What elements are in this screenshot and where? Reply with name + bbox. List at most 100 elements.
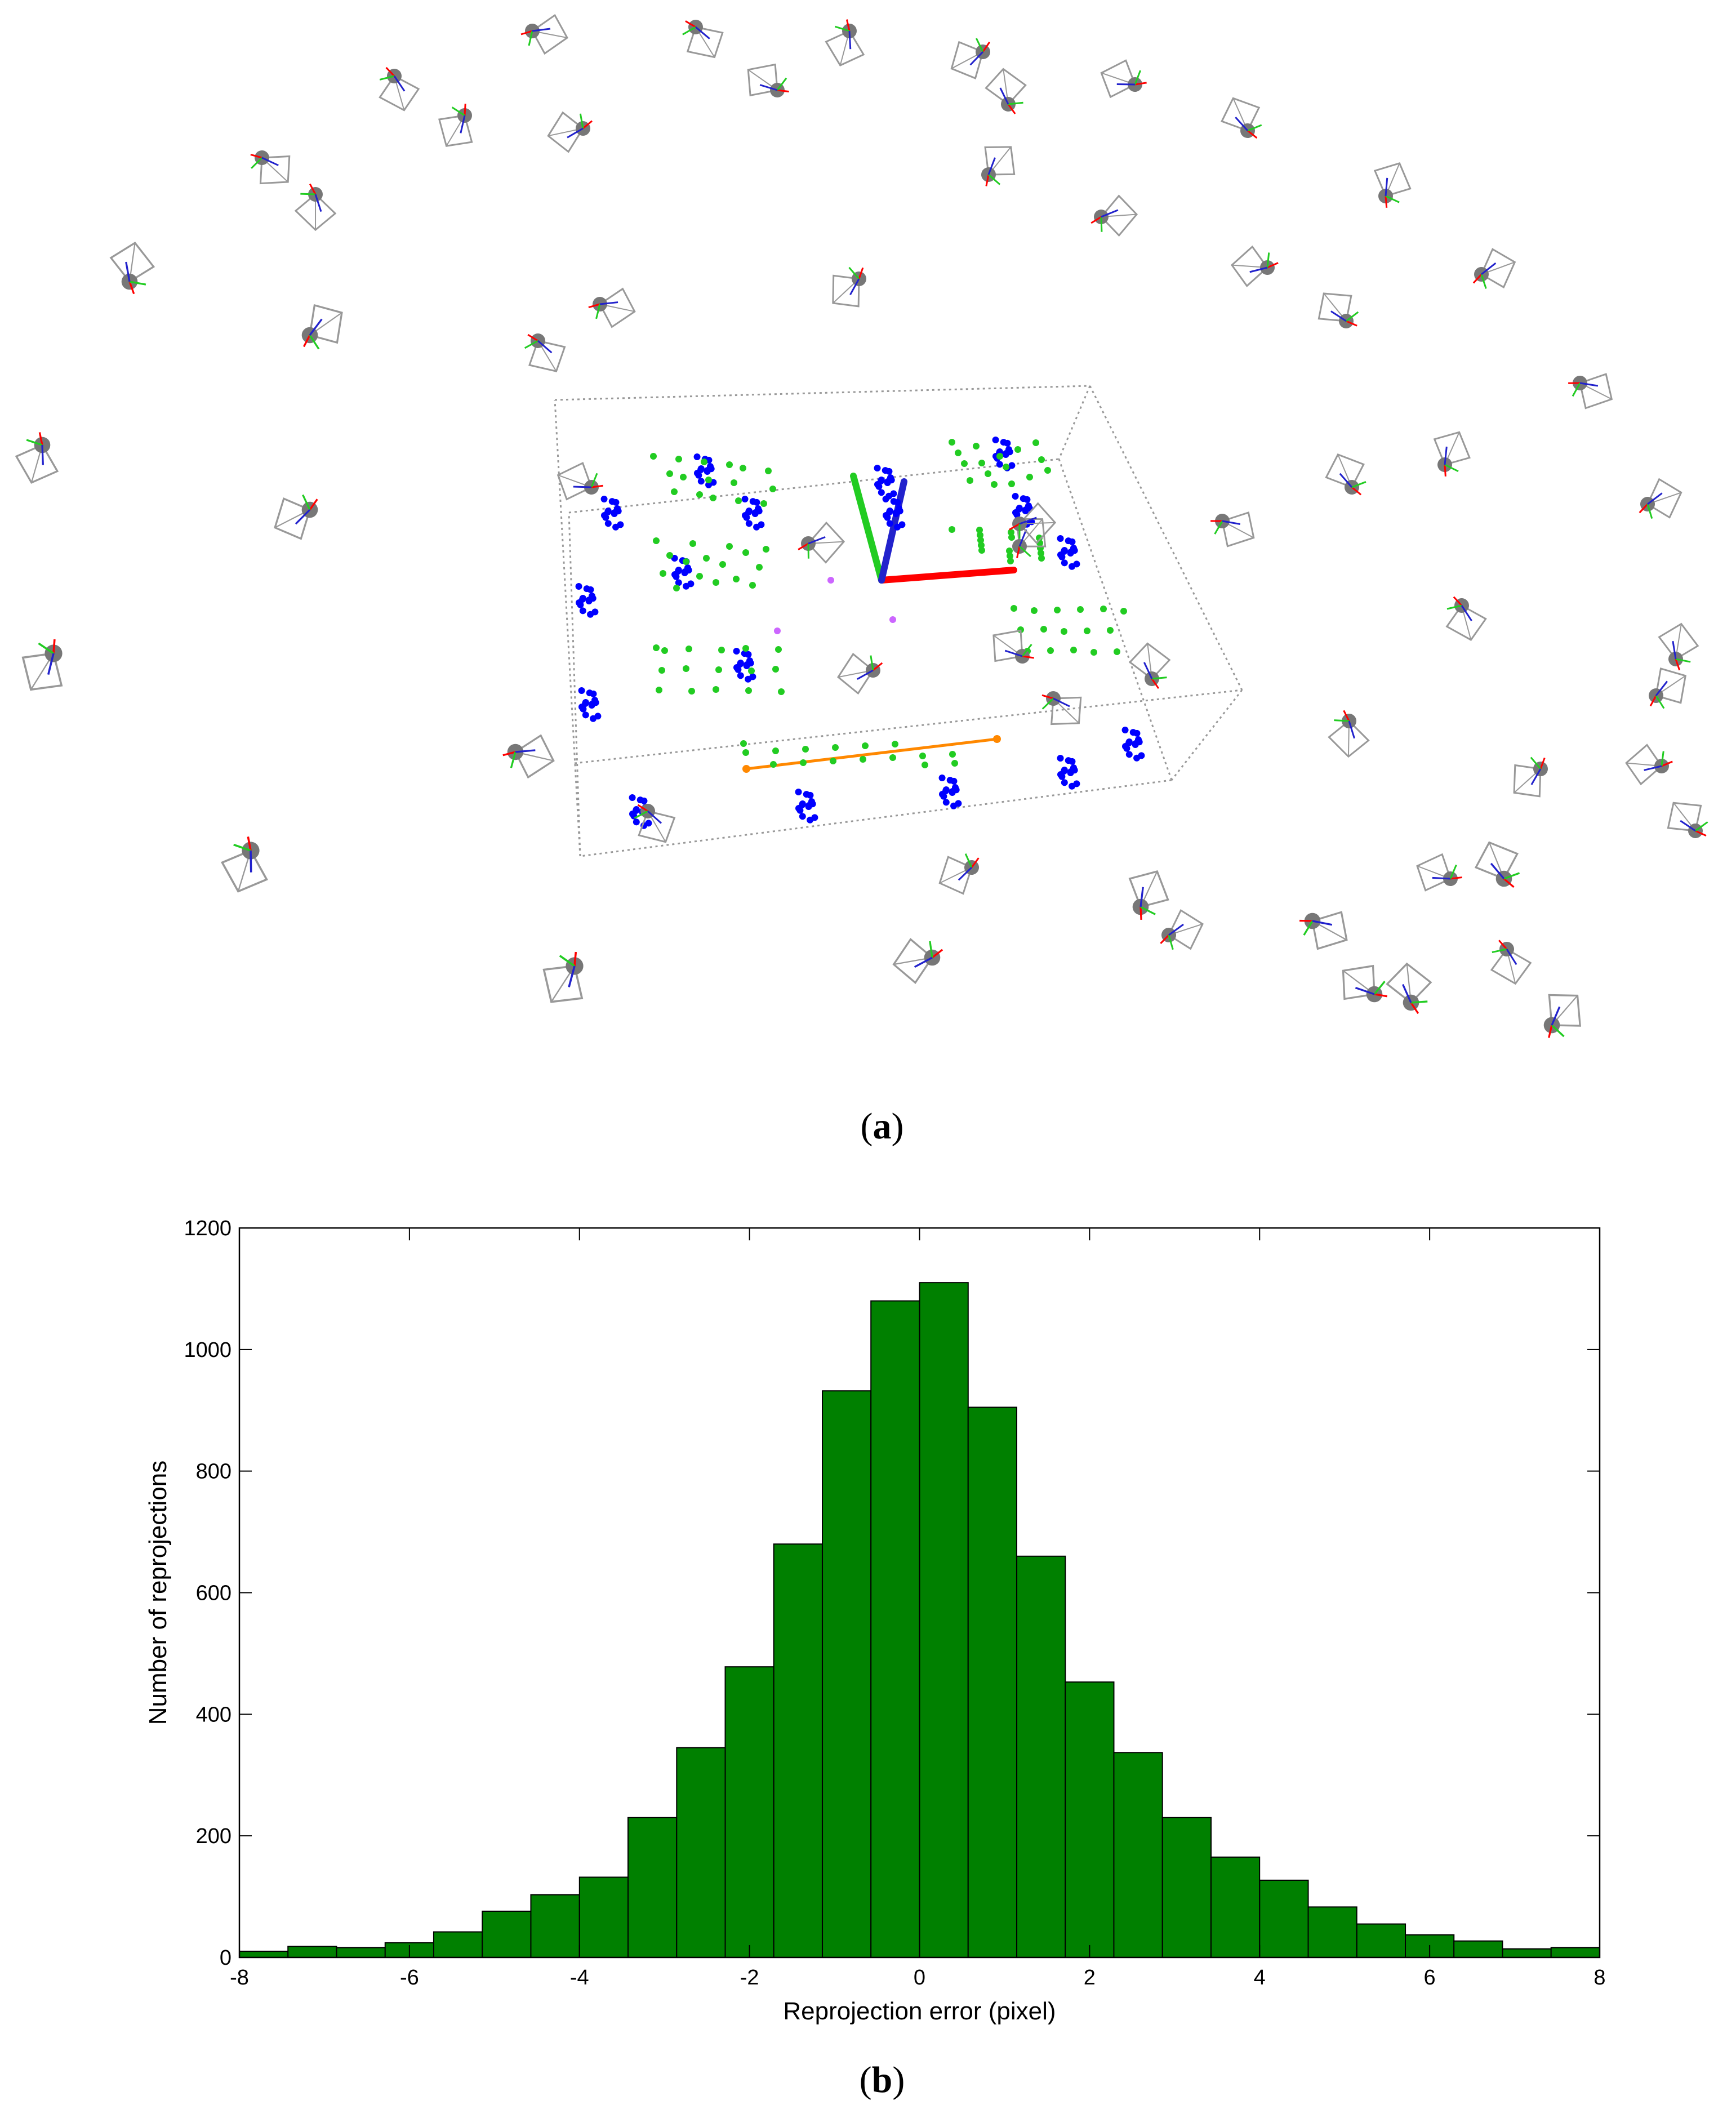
green-marker [1054, 607, 1061, 613]
camera-icon [1041, 691, 1082, 726]
camera-icon [1474, 841, 1520, 888]
blue-marker [1061, 559, 1068, 567]
blue-marker [1125, 738, 1133, 745]
blue-marker [882, 511, 889, 519]
histogram-bar [1307, 1906, 1357, 1959]
green-marker [996, 453, 1003, 460]
blue-marker [578, 687, 585, 695]
green-marker [671, 488, 678, 495]
blue-marker [1125, 751, 1133, 758]
blue-marker [882, 496, 889, 503]
axis-ticks [239, 1227, 1600, 1958]
blue-marker [737, 659, 744, 666]
blue-marker [675, 579, 682, 586]
green-marker [1084, 627, 1090, 634]
box-edge [568, 512, 581, 857]
blue-marker [629, 810, 636, 817]
camera-icon [1490, 940, 1532, 985]
blue-marker [1023, 496, 1031, 503]
camera-icon [542, 951, 584, 1003]
camera-icon [588, 287, 636, 328]
blue-marker [1057, 551, 1064, 558]
y-tick-label: 200 [196, 1824, 232, 1848]
blue-marker [633, 805, 640, 813]
green-marker [1077, 606, 1084, 613]
green-marker [742, 749, 749, 756]
histogram-bar [1502, 1948, 1552, 1959]
blue-marker [799, 813, 806, 820]
green-marker [985, 470, 991, 477]
green-marker [1047, 647, 1054, 654]
blue-marker [685, 567, 692, 574]
camera-icon [1221, 97, 1262, 139]
blue-marker [938, 775, 946, 782]
blue-marker [950, 802, 958, 809]
camera-icon [21, 639, 63, 691]
y-tick-label: 800 [196, 1460, 232, 1484]
blue-marker [629, 794, 636, 802]
blue-marker [578, 703, 585, 710]
blue-marker [745, 651, 752, 658]
blue-marker [799, 800, 806, 807]
green-marker [978, 460, 985, 466]
blue-marker [1061, 766, 1068, 773]
camera-icon [1160, 909, 1204, 950]
blue-marker [942, 786, 950, 793]
y-axis-line [850, 473, 885, 584]
blue-marker [604, 507, 612, 514]
camera-icon [557, 461, 603, 501]
green-marker [862, 742, 869, 749]
camera-icon [520, 14, 568, 55]
blue-marker [683, 582, 690, 590]
green-marker [1040, 626, 1047, 633]
x-tick-label: 6 [1424, 1966, 1436, 1990]
blue-marker [615, 508, 622, 515]
green-marker [726, 461, 733, 468]
camera-icon [1090, 194, 1138, 237]
camera-icon [747, 63, 789, 97]
green-marker [731, 479, 737, 486]
blue-marker [938, 790, 946, 798]
blue-marker [697, 478, 705, 485]
camera-icon [985, 68, 1027, 114]
world-axes [850, 473, 1017, 584]
camera-icon [294, 183, 337, 232]
blue-marker [745, 675, 752, 683]
histogram-bar [919, 1282, 969, 1958]
camera-icon [1128, 642, 1171, 689]
blue-marker [587, 586, 594, 593]
x-tick-label: -4 [570, 1966, 589, 1990]
camera-icon [274, 494, 318, 540]
green-marker [1038, 456, 1045, 463]
green-marker [756, 564, 763, 571]
green-marker [967, 477, 973, 484]
histogram-bar [1113, 1752, 1163, 1958]
blue-marker [1057, 535, 1064, 542]
blue-marker [874, 480, 881, 488]
green-marker [1006, 548, 1013, 554]
green-marker [949, 526, 955, 533]
blue-marker [1061, 546, 1068, 554]
blue-marker [894, 499, 901, 506]
camera-icon [1386, 962, 1432, 1014]
green-marker [1011, 605, 1017, 612]
camera-icon [682, 20, 724, 59]
green-marker [660, 570, 666, 577]
x-tick-label: 8 [1593, 1966, 1605, 1990]
blue-marker [996, 461, 1003, 468]
camera-icon [1568, 373, 1613, 410]
blue-marker [707, 465, 715, 473]
green-marker [955, 449, 962, 456]
green-marker [688, 688, 695, 695]
blue-marker [590, 715, 597, 722]
green-marker [742, 549, 749, 556]
green-marker [683, 558, 689, 565]
green-marker [978, 547, 985, 554]
green-marker [1032, 439, 1039, 446]
camera-icon [220, 836, 268, 893]
green-marker [749, 582, 756, 589]
blue-marker [1012, 493, 1019, 500]
camera-icon [950, 38, 991, 79]
blue-marker [604, 520, 612, 527]
magenta-marker [827, 577, 834, 584]
